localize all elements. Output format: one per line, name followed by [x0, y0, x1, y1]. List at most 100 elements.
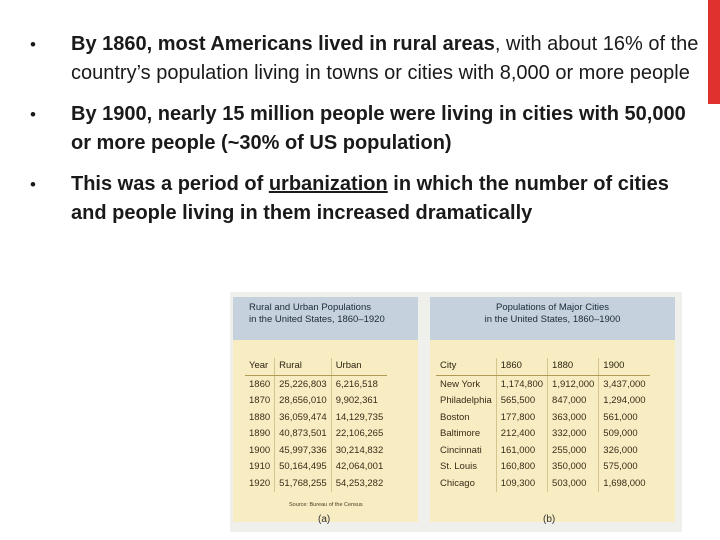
- table-cell: 561,000: [598, 409, 650, 426]
- bullet-item: • By 1900, nearly 15 million people were …: [30, 100, 702, 158]
- table-cell: 1860: [249, 378, 271, 390]
- table-row: Chicago 109,300 503,000 1,698,000: [436, 475, 650, 492]
- panel-label-b: (b): [543, 514, 556, 525]
- column-header: City: [436, 358, 497, 376]
- bullet-text-segment: , with about 16% of the country’s popula…: [71, 33, 699, 84]
- table-cell: 1,912,000: [547, 375, 599, 393]
- table-cell: 36,059,474: [274, 409, 332, 426]
- table-cell: 109,300: [495, 475, 548, 492]
- table-cell: 30,214,832: [330, 442, 388, 459]
- table-cell: 847,000: [547, 392, 599, 409]
- table-row: Philadelphia 565,500 847,000 1,294,000: [436, 392, 650, 409]
- table-row: 1910 50,164,495 42,064,001: [245, 458, 388, 475]
- column-header: Rural: [274, 358, 332, 376]
- panel-label-a: (a): [318, 514, 331, 525]
- bullet-dot: •: [30, 105, 36, 124]
- table-cell: 28,656,010: [274, 392, 332, 409]
- column-header: 1860: [495, 358, 548, 376]
- bullet-item: • By 1860, most Americans lived in rural …: [30, 30, 702, 88]
- major-cities-table: City 1860 1880 1900 New York 1,174,800 1,912,0…: [436, 358, 650, 492]
- table-b-title-line2: in the United States, 1860–1900: [484, 314, 621, 325]
- table-cell: 160,800: [495, 458, 548, 475]
- table-cell: 1870: [249, 395, 271, 407]
- table-row: St. Louis 160,800 350,000 575,000: [436, 458, 650, 475]
- table-row: 1870 28,656,010 9,902,361: [245, 392, 388, 409]
- table-cell: 326,000: [598, 442, 650, 459]
- table-row: Baltimore 212,400 332,000 509,000: [436, 425, 650, 442]
- source-note: Source: Bureau of the Census: [289, 502, 363, 508]
- table-b-title-line1: Populations of Major Cities: [496, 302, 609, 313]
- table-cell: 177,800: [495, 409, 548, 426]
- table-cell: 1890: [249, 428, 271, 440]
- table-row: 1890 40,873,501 22,106,265: [245, 425, 388, 442]
- table-row: 1920 51,768,255 54,253,282: [245, 475, 388, 492]
- table-cell: 1880: [249, 411, 271, 423]
- rural-urban-table: Year Rural Urban 1860 25,226,803 6,216,518 187…: [245, 358, 388, 492]
- table-cell: 1900: [249, 444, 271, 456]
- table-cell: 1910: [249, 461, 271, 473]
- bullet-text-segment: By 1860, most Americans lived in rural a…: [71, 33, 495, 55]
- table-cell: Cincinnati: [440, 444, 482, 456]
- table-cell: 503,000: [547, 475, 599, 492]
- table-cell: 14,129,735: [330, 409, 388, 426]
- table-cell: 25,226,803: [274, 375, 332, 393]
- table-a-title-line1: Rural and Urban Populations: [249, 302, 371, 313]
- table-cell: 509,000: [598, 425, 650, 442]
- table-cell: 1,294,000: [598, 392, 650, 409]
- table-cell: 332,000: [547, 425, 599, 442]
- table-cell: 40,873,501: [274, 425, 332, 442]
- table-cell: 3,437,000: [598, 375, 650, 393]
- major-cities-table-title: Populations of Major Cities in the Unite…: [430, 297, 675, 340]
- column-header: 1880: [547, 358, 599, 376]
- column-header: 1900: [598, 358, 650, 376]
- table-cell: 255,000: [547, 442, 599, 459]
- table-cell: 42,064,001: [330, 458, 388, 475]
- table-cell: Philadelphia: [440, 395, 492, 407]
- table-cell: 161,000: [495, 442, 548, 459]
- census-tables-image: Rural and Urban Populations in the Unite…: [230, 292, 682, 532]
- table-cell: 9,902,361: [330, 392, 388, 409]
- rural-urban-table-card: Rural and Urban Populations in the Unite…: [233, 297, 418, 522]
- table-cell: 212,400: [495, 425, 548, 442]
- column-header: Year: [245, 358, 275, 376]
- bullet-list: • By 1860, most Americans lived in rural …: [30, 30, 702, 240]
- table-cell: 1,174,800: [495, 375, 548, 393]
- bullet-dot: •: [30, 175, 36, 194]
- table-row: Boston 177,800 363,000 561,000: [436, 409, 650, 426]
- table-cell: St. Louis: [440, 461, 477, 473]
- rural-urban-table-title: Rural and Urban Populations in the Unite…: [233, 297, 418, 340]
- table-cell: 54,253,282: [330, 475, 388, 492]
- table-cell: New York: [440, 378, 481, 390]
- table-cell: Chicago: [440, 477, 475, 489]
- major-cities-table-card: Populations of Major Cities in the Unite…: [430, 297, 675, 522]
- table-row: Cincinnati 161,000 255,000 326,000: [436, 442, 650, 459]
- table-cell: 350,000: [547, 458, 599, 475]
- table-cell: 565,500: [495, 392, 548, 409]
- table-cell: 575,000: [598, 458, 650, 475]
- table-cell: 1920: [249, 477, 271, 489]
- bullet-item: • This was a period of urbanization in wh…: [30, 170, 702, 228]
- table-header-row: City 1860 1880 1900: [436, 358, 650, 376]
- table-cell: 51,768,255: [274, 475, 332, 492]
- table-header-row: Year Rural Urban: [245, 358, 388, 376]
- table-cell: 22,106,265: [330, 425, 388, 442]
- table-cell: 6,216,518: [330, 375, 388, 393]
- table-cell: 45,997,336: [274, 442, 332, 459]
- table-cell: 50,164,495: [274, 458, 332, 475]
- bullet-text-segment: in which the number of cities and people…: [71, 173, 669, 224]
- red-accent-bar: [708, 0, 720, 104]
- column-header: Urban: [330, 358, 388, 376]
- table-cell: Boston: [440, 411, 470, 423]
- table-cell: 1,698,000: [598, 475, 650, 492]
- bullet-text-segment: This was a period of: [71, 173, 269, 195]
- table-row: 1880 36,059,474 14,129,735: [245, 409, 388, 426]
- table-row: New York 1,174,800 1,912,000 3,437,000: [436, 375, 650, 393]
- bullet-text-segment: By 1900, nearly 15 million people were l…: [71, 103, 686, 154]
- table-row: 1900 45,997,336 30,214,832: [245, 442, 388, 459]
- table-a-title-line2: in the United States, 1860–1920: [249, 314, 385, 325]
- table-cell: 363,000: [547, 409, 599, 426]
- bullet-dot: •: [30, 35, 36, 54]
- table-cell: Baltimore: [440, 428, 481, 440]
- bullet-text-segment: urbanization: [268, 173, 388, 195]
- table-row: 1860 25,226,803 6,216,518: [245, 375, 388, 393]
